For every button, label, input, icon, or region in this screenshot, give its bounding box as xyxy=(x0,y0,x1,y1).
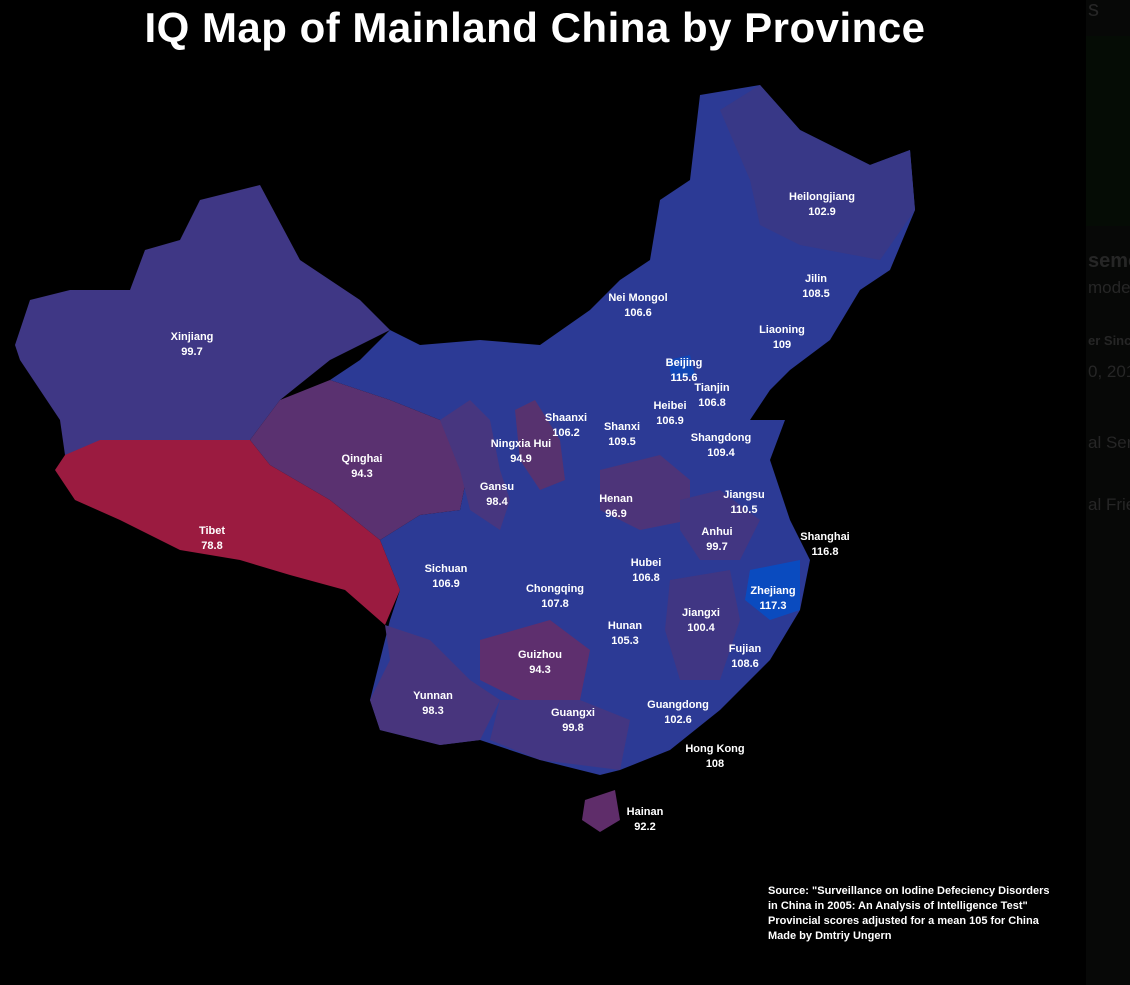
province-value-label: 100.4 xyxy=(687,622,715,634)
province-value-label: 99.8 xyxy=(562,722,583,734)
province-value-label: 94.3 xyxy=(351,468,372,480)
province-name-label: Nei Mongol xyxy=(608,292,667,304)
background-text: er Sinc xyxy=(1088,333,1130,348)
province-name-label: Shanxi xyxy=(604,421,640,433)
province-value-label: 107.8 xyxy=(541,598,569,610)
province-name-label: Jilin xyxy=(805,273,827,285)
province-name-label: Shanghai xyxy=(800,531,850,543)
province-name-label: Liaoning xyxy=(759,324,805,336)
province-name-label: Anhui xyxy=(701,526,732,538)
province-value-label: 115.6 xyxy=(671,372,698,384)
province-value-label: 108.6 xyxy=(731,658,759,670)
province-name-label: Heibei xyxy=(653,400,686,412)
province-ningxia-hui xyxy=(515,400,565,490)
background-banner xyxy=(1086,36,1130,226)
author-credit: Made by Dmtriy Ungern xyxy=(768,930,892,942)
province-guangxi xyxy=(490,700,630,770)
province-value-label: 94.9 xyxy=(510,453,531,465)
background-text: semo xyxy=(1088,250,1130,272)
background-text: s xyxy=(1088,0,1099,21)
background-text: 0, 201 xyxy=(1088,362,1130,381)
province-value-label: 102.9 xyxy=(808,206,836,218)
source-line: Source: "Surveillance on Iodine Defecien… xyxy=(768,885,1050,897)
province-xinjiang xyxy=(15,185,390,455)
province-name-label: Hunan xyxy=(608,620,643,632)
province-value-label: 96.9 xyxy=(605,508,626,520)
province-name-label: Hubei xyxy=(631,557,662,569)
province-yunnan xyxy=(370,625,500,745)
background-text: mode xyxy=(1088,278,1130,297)
province-value-label: 94.3 xyxy=(529,664,550,676)
province-value-label: 117.3 xyxy=(760,600,787,612)
province-heilongjiang xyxy=(720,85,915,260)
province-value-label: 106.9 xyxy=(432,578,460,590)
province-value-label: 109.4 xyxy=(707,447,735,459)
province-name-label: Jiangxi xyxy=(682,607,720,619)
province-anhui xyxy=(680,490,760,560)
province-value-label: 99.7 xyxy=(706,541,727,553)
province-name-label: Shaanxi xyxy=(545,412,587,424)
province-value-label: 116.8 xyxy=(812,546,839,558)
background-app-panel: s semo mode er Sinc 0, 201 al Serv al Fr… xyxy=(1086,0,1130,985)
province-value-label: 106.8 xyxy=(698,397,726,409)
source-line: in China in 2005: An Analysis of Intelli… xyxy=(768,900,1028,912)
province-name-label: Guizhou xyxy=(518,649,562,661)
province-value-label: 109 xyxy=(773,339,791,351)
province-name-label: Guangdong xyxy=(647,699,709,711)
province-name-label: Hainan xyxy=(627,806,664,818)
province-value-label: 106.6 xyxy=(624,307,652,319)
province-value-label: 108.5 xyxy=(802,288,830,300)
background-text: al Frie xyxy=(1088,495,1130,514)
province-value-label: 106.2 xyxy=(552,427,580,439)
province-value-label: 106.9 xyxy=(656,415,684,427)
province-value-label: 102.6 xyxy=(664,714,692,726)
background-text: al Serv xyxy=(1088,433,1130,452)
province-name-label: Beijing xyxy=(666,357,703,369)
province-value-label: 98.4 xyxy=(486,496,508,508)
province-name-label: Yunnan xyxy=(413,690,453,702)
map-title: IQ Map of Mainland China by Province xyxy=(144,4,926,51)
province-name-label: Qinghai xyxy=(342,453,383,465)
province-name-label: Fujian xyxy=(729,643,762,655)
province-jiangxi xyxy=(665,570,740,680)
province-qinghai xyxy=(250,380,470,540)
province-value-label: 99.7 xyxy=(181,346,202,358)
province-value-label: 106.8 xyxy=(632,572,660,584)
province-gansu xyxy=(440,400,510,530)
province-hainan xyxy=(582,790,620,832)
province-name-label: Shangdong xyxy=(691,432,752,444)
province-name-label: Jiangsu xyxy=(723,489,765,501)
province-value-label: 110.5 xyxy=(731,504,758,516)
province-name-label: Chongqing xyxy=(526,583,584,595)
province-tibet xyxy=(55,440,400,625)
province-value-label: 78.8 xyxy=(201,540,222,552)
province-name-label: Gansu xyxy=(480,481,514,493)
china-province-map: Xinjiang 99.7 Tibet 78.8 Qinghai 94.3 Gansu 98.… xyxy=(15,85,915,833)
province-name-label: Ningxia Hui xyxy=(491,438,552,450)
province-value-label: 98.3 xyxy=(422,705,443,717)
province-beijing xyxy=(668,355,695,380)
province-henan xyxy=(600,455,690,530)
province-name-label: Henan xyxy=(599,493,633,505)
province-name-label: Xinjiang xyxy=(171,331,214,343)
province-name-label: Tianjin xyxy=(694,382,730,394)
province-value-label: 108 xyxy=(706,758,724,770)
source-note: Source: "Surveillance on Iodine Defecien… xyxy=(768,884,1050,944)
province-value-label: 109.5 xyxy=(608,436,636,448)
province-name-label: Zhejiang xyxy=(750,585,795,597)
province-zhejiang xyxy=(745,560,800,620)
province-name-label: Sichuan xyxy=(425,563,468,575)
province-name-label: Heilongjiang xyxy=(789,191,855,203)
province-value-label: 105.3 xyxy=(611,635,639,647)
province-name-label: Guangxi xyxy=(551,707,595,719)
province-name-label: Tibet xyxy=(199,525,225,537)
source-line: Provincial scores adjusted for a mean 10… xyxy=(768,915,1039,927)
province-guizhou xyxy=(480,620,590,700)
province-name-label: Hong Kong xyxy=(685,743,744,755)
province-value-label: 92.2 xyxy=(634,821,655,833)
